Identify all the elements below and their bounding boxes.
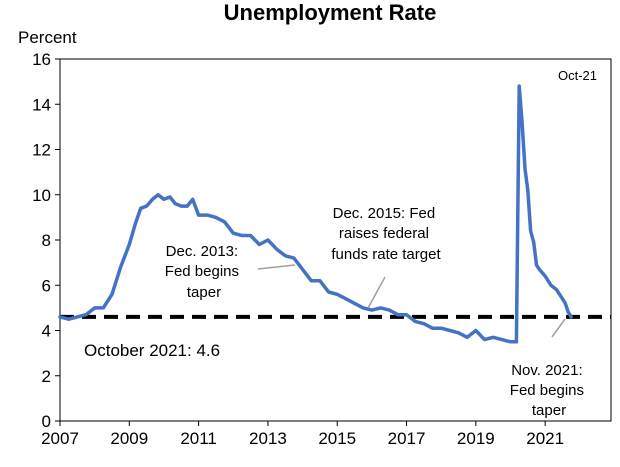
y-tick-label: 10 bbox=[32, 186, 51, 205]
unemployment-series-line bbox=[58, 84, 573, 344]
annotation-nov-2021: Nov. 2021: Fed begins taper bbox=[510, 318, 588, 419]
chart-title: Unemployment Rate bbox=[224, 0, 437, 25]
y-tick-label: 6 bbox=[42, 276, 51, 295]
annotation-nov-2021-text: Nov. 2021: Fed begins taper bbox=[510, 362, 588, 419]
y-tick-label: 2 bbox=[42, 367, 51, 386]
x-tick-label: 2017 bbox=[388, 429, 426, 448]
y-tick-label: 16 bbox=[32, 50, 51, 69]
x-axis: 2007 2009 2011 2013 2015 2017 2019 2021 bbox=[41, 421, 564, 448]
y-axis-label: Percent bbox=[18, 28, 77, 47]
y-axis: 0 2 4 6 8 10 12 14 16 bbox=[32, 50, 60, 431]
y-tick-label: 12 bbox=[32, 141, 51, 160]
x-tick-label: 2021 bbox=[526, 429, 564, 448]
y-tick-label: 4 bbox=[42, 322, 51, 341]
x-tick-label: 2013 bbox=[249, 429, 287, 448]
y-tick-label: 14 bbox=[32, 95, 51, 114]
annotation-nov-2021-connector bbox=[551, 318, 566, 338]
annotation-dec-2013-text: Dec. 2013: Fed begins taper bbox=[165, 243, 243, 301]
data-date-label: Oct-21 bbox=[558, 68, 597, 83]
y-tick-label: 0 bbox=[42, 412, 51, 431]
annotation-dec-2015-text: Dec. 2015: Fed raises federal funds rate… bbox=[331, 205, 441, 263]
x-tick-label: 2007 bbox=[41, 429, 79, 448]
x-tick-label: 2009 bbox=[110, 429, 148, 448]
x-tick-label: 2011 bbox=[180, 429, 217, 448]
x-tick-label: 2015 bbox=[318, 429, 356, 448]
x-tick-label: 2019 bbox=[457, 429, 495, 448]
annotation-dec-2013-connector bbox=[257, 264, 296, 270]
annotation-dec-2015-connector bbox=[367, 276, 386, 309]
y-tick-label: 8 bbox=[42, 231, 51, 250]
reference-line-label: October 2021: 4.6 bbox=[84, 341, 220, 360]
annotation-dec-2015: Dec. 2015: Fed raises federal funds rate… bbox=[331, 205, 441, 309]
annotation-dec-2013: Dec. 2013: Fed begins taper bbox=[165, 243, 296, 301]
